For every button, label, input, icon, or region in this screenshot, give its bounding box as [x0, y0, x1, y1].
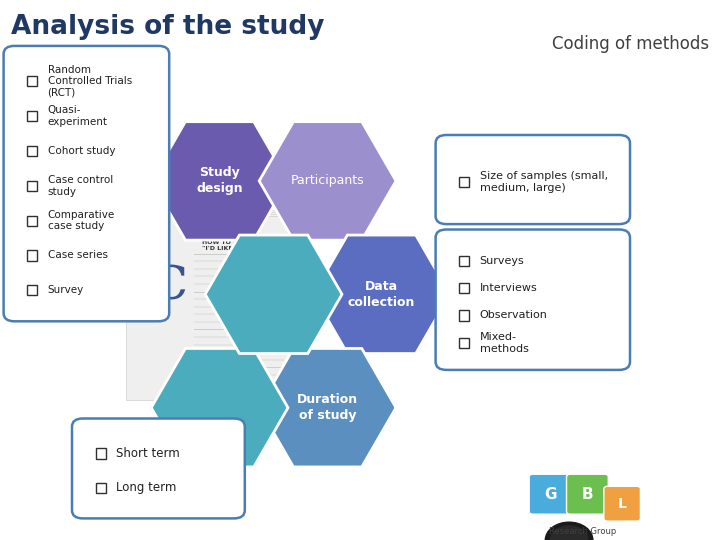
- Polygon shape: [259, 348, 396, 467]
- FancyBboxPatch shape: [126, 216, 295, 400]
- Bar: [27, 285, 37, 295]
- FancyBboxPatch shape: [567, 474, 608, 514]
- Circle shape: [545, 522, 593, 540]
- Bar: [27, 215, 37, 226]
- Text: Mixed-
methods: Mixed- methods: [480, 332, 528, 354]
- FancyBboxPatch shape: [4, 46, 169, 321]
- Text: Case control
study: Case control study: [48, 175, 113, 197]
- Polygon shape: [259, 122, 396, 240]
- Text: Data
collection: Data collection: [348, 280, 415, 309]
- Text: Observation: Observation: [480, 310, 547, 321]
- Text: HOW TO ANSWER
"I'D LIKE THE COMPUTER FILES": HOW TO ANSWER "I'D LIKE THE COMPUTER FIL…: [202, 240, 314, 251]
- Text: Random
Controlled Trials
(RCT): Random Controlled Trials (RCT): [48, 65, 132, 98]
- Text: Surveys: Surveys: [480, 256, 524, 266]
- FancyBboxPatch shape: [136, 212, 305, 396]
- FancyBboxPatch shape: [436, 135, 630, 224]
- Bar: [27, 111, 37, 121]
- Bar: [27, 251, 37, 260]
- Text: Survey: Survey: [48, 285, 84, 295]
- Text: C: C: [150, 263, 188, 309]
- FancyBboxPatch shape: [72, 418, 245, 518]
- FancyBboxPatch shape: [130, 214, 300, 398]
- Text: Short term: Short term: [116, 447, 180, 460]
- FancyBboxPatch shape: [436, 230, 630, 370]
- Text: Duration
of study: Duration of study: [297, 393, 358, 422]
- Bar: [459, 283, 469, 293]
- Text: B: B: [582, 487, 593, 502]
- Bar: [459, 338, 469, 348]
- Text: Analysis of the study: Analysis of the study: [11, 14, 324, 39]
- Text: I: I: [138, 265, 158, 308]
- Text: Quasi-
experiment: Quasi- experiment: [48, 105, 107, 127]
- Bar: [459, 256, 469, 266]
- Polygon shape: [205, 235, 342, 354]
- Text: Interviews: Interviews: [480, 283, 537, 293]
- Polygon shape: [151, 122, 288, 240]
- Bar: [27, 146, 37, 156]
- Text: Case series: Case series: [48, 251, 107, 260]
- Bar: [96, 483, 106, 493]
- Bar: [27, 76, 37, 86]
- Circle shape: [550, 526, 588, 540]
- FancyBboxPatch shape: [142, 210, 311, 394]
- Text: L: L: [618, 497, 626, 511]
- Text: G: G: [544, 487, 557, 502]
- Bar: [459, 177, 469, 187]
- Text: Study
design: Study design: [197, 166, 243, 195]
- Text: Cohort study: Cohort study: [48, 146, 115, 156]
- FancyBboxPatch shape: [604, 487, 640, 521]
- Text: Research Group: Research Group: [549, 526, 616, 536]
- Text: Coding of methods: Coding of methods: [552, 35, 709, 53]
- Polygon shape: [151, 348, 288, 467]
- Bar: [27, 181, 37, 191]
- Bar: [459, 310, 469, 321]
- Text: Size of samples (small,
medium, large): Size of samples (small, medium, large): [480, 171, 608, 193]
- Text: Comparative
case study: Comparative case study: [48, 210, 114, 232]
- Polygon shape: [313, 235, 450, 354]
- Text: Long term: Long term: [116, 481, 176, 494]
- Bar: [96, 448, 106, 458]
- Text: Participants: Participants: [291, 174, 364, 187]
- FancyBboxPatch shape: [529, 474, 571, 514]
